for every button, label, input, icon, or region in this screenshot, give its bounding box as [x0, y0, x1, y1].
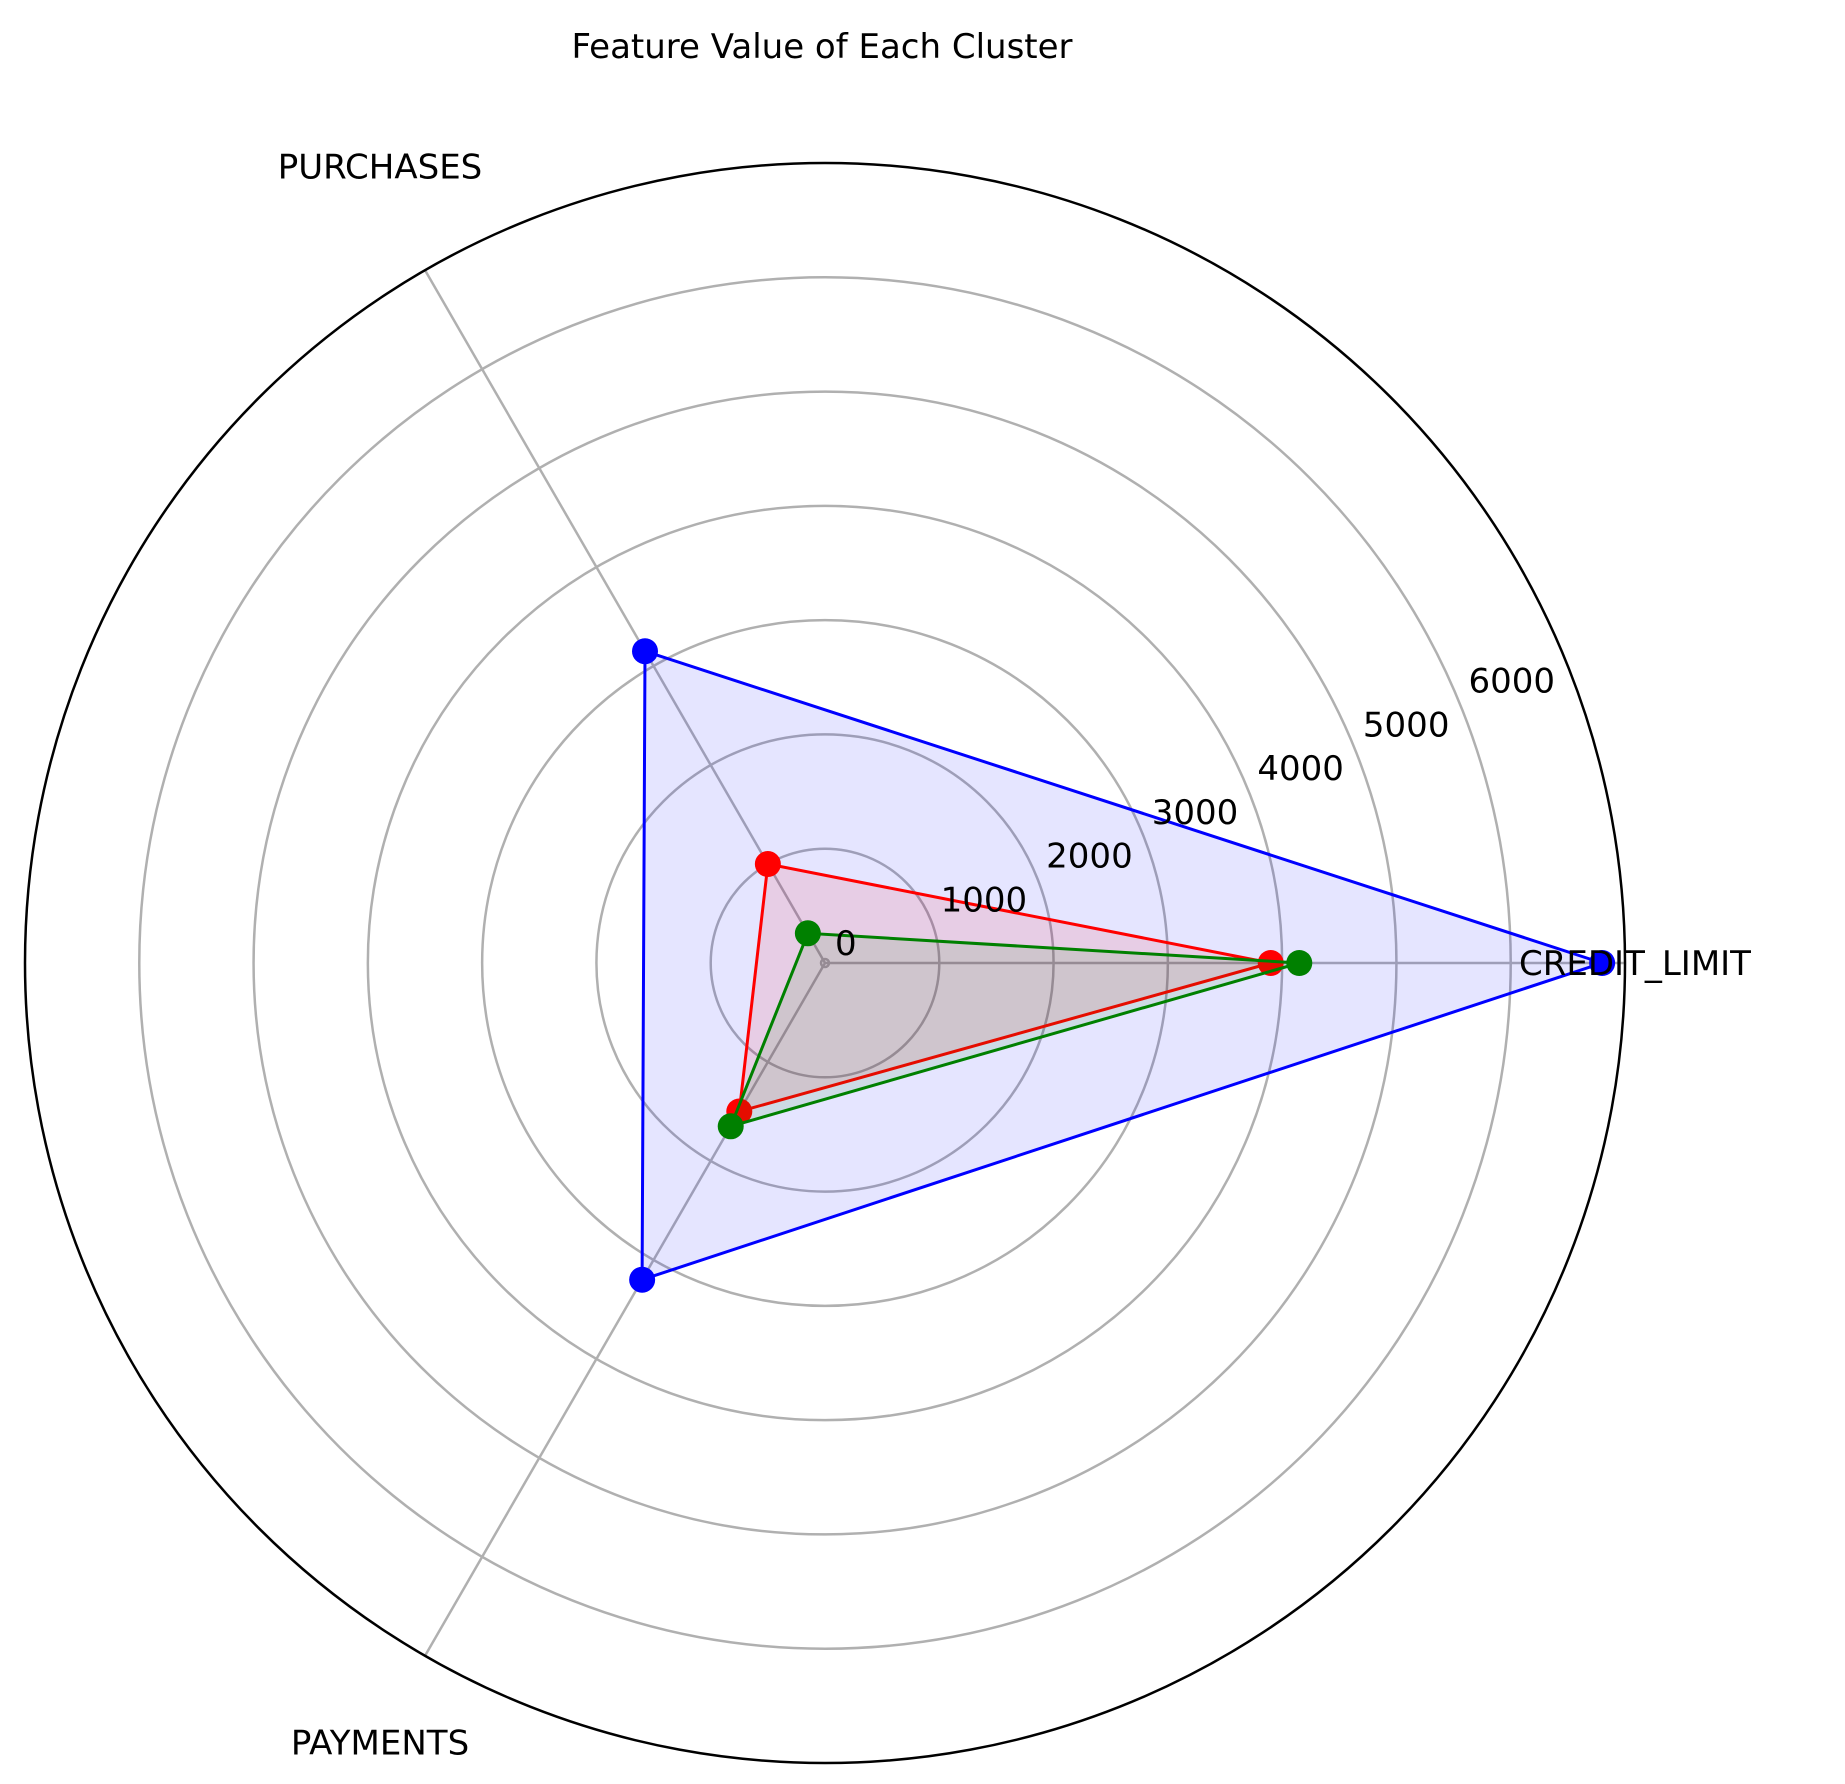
series-point — [632, 638, 658, 665]
series-area — [739, 864, 1271, 1112]
series-line — [728, 931, 1300, 1129]
r-tick-label: 3000 — [1152, 793, 1239, 833]
series-layer — [629, 638, 1616, 1293]
series-area — [642, 651, 1603, 1280]
axis-label: CREDIT_LIMIT — [1519, 944, 1751, 984]
series-area — [730, 933, 1300, 1127]
r-tick-label: 1000 — [941, 880, 1028, 920]
r-tick-label: 6000 — [1469, 662, 1556, 702]
r-tick-label: 4000 — [1257, 749, 1344, 789]
series-line — [737, 862, 1272, 1114]
chart-title: Feature Value of Each Cluster — [571, 27, 1072, 67]
series-point — [754, 851, 781, 878]
axis-spoke — [423, 269, 827, 964]
r-tick-label: 5000 — [1363, 705, 1450, 745]
series-point — [794, 920, 821, 947]
series-point — [1286, 950, 1313, 976]
series-point — [1589, 950, 1616, 976]
series-point — [717, 1113, 744, 1140]
polar-frame — [23, 161, 1627, 1765]
label-layer: 0 1000 2000 3000 4000 5000 6000 CREDIT_LIMIT PUR… — [278, 147, 1751, 1763]
r-tick-label: 0 — [835, 924, 857, 964]
axis-label: PURCHASES — [278, 147, 483, 187]
series-point — [629, 1266, 656, 1293]
series-line — [640, 649, 1607, 1282]
r-tick-label: 2000 — [1046, 837, 1133, 877]
grid-layer — [23, 161, 1627, 1765]
axis-label: PAYMENTS — [291, 1723, 469, 1763]
axis-spoke — [423, 962, 827, 1657]
